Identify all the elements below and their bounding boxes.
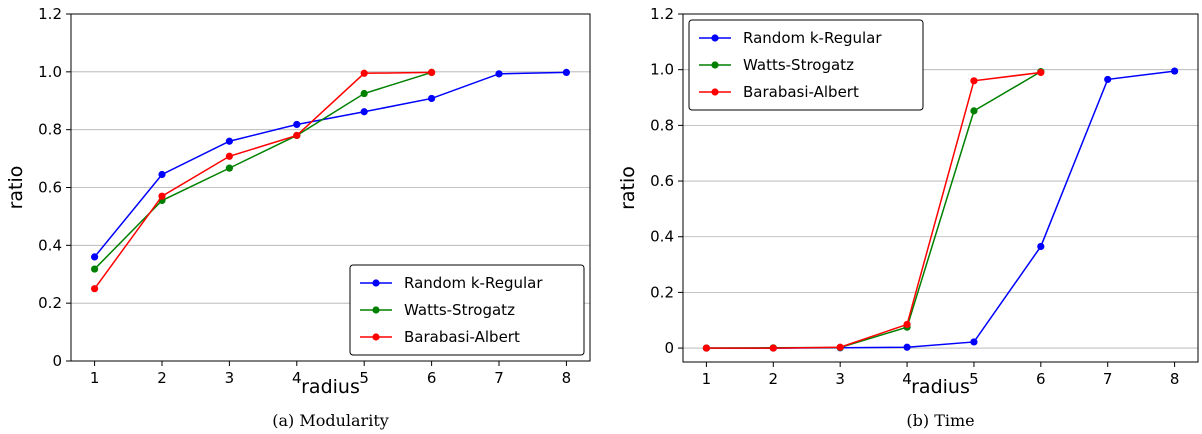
data-point [970,107,978,115]
y-tick-label: 0.2 [650,283,674,301]
data-point [769,344,777,352]
x-tick-label: 4 [292,369,302,387]
data-point [1037,242,1045,251]
legend-label: Watts-Strogatz [404,301,515,319]
panel-caption: (a) Modularity [272,411,389,430]
data-point [293,120,301,129]
plot-frame [682,13,1199,363]
series-line [706,70,1175,349]
data-point [158,192,166,200]
x-tick-label: 7 [494,369,504,387]
data-point [1104,75,1112,84]
data-point [1037,68,1045,77]
data-point [360,108,368,116]
y-tick-label: 1.2 [38,5,62,23]
legend-marker [372,279,380,287]
x-tick-label: 2 [157,369,167,387]
legend-marker [372,333,380,341]
series-line [94,71,567,258]
x-tick-label: 8 [562,369,572,387]
data-point [360,89,368,98]
x-tick-label: 6 [1036,370,1046,388]
data-point [90,285,99,293]
data-point [225,137,233,145]
data-point [970,338,978,346]
legend-marker [711,34,719,42]
data-point [562,68,571,77]
x-tick-label: 5 [359,369,369,387]
series-barabasi-albert [90,68,436,293]
series-watts-strogatz [90,68,436,273]
y-tick-label: 0.4 [38,236,62,254]
data-point [428,94,436,103]
series-barabasi-albert [702,68,1045,352]
series-line [94,71,432,270]
y-axis-label: ratio [617,166,639,210]
legend-label: Random k-Regular [404,274,543,292]
data-point [702,344,711,352]
data-point [90,253,99,261]
data-point [970,77,978,85]
data-point [903,343,911,351]
x-tick-label: 1 [702,370,712,388]
series-line [93,71,432,290]
series-random-k-regular [90,68,571,261]
legend-box [688,19,924,111]
x-tick-label: 7 [1103,370,1113,388]
data-point [360,69,368,77]
x-tick-label: 3 [225,369,235,387]
series-line [706,70,1042,349]
y-tick-label: 0.6 [650,172,674,190]
chart-panel-2: 0 0.2 0.4 0.6 0.8 1.0 1.2 1 2 3 4 5 6 7 8 radius ratio (b… [617,5,1199,430]
y-axis-label: ratio [5,166,27,210]
data-point [428,68,436,77]
y-tick-label: 0.6 [38,179,62,197]
data-point [225,164,233,172]
legend-label: Barabasi-Albert [743,83,859,101]
data-point [836,343,844,351]
x-tick-label: 5 [969,370,979,388]
legend-marker [372,306,380,314]
y-tick-label: 1.2 [650,5,674,23]
y-tick-label: 0.8 [650,116,674,134]
chart-panel-1: 0 0.2 0.4 0.6 0.8 1.0 1.2 1 2 3 4 5 6 7 8 radius ratio (a… [5,5,591,430]
panel-caption: (b) Time [906,411,974,430]
y-tick-label: 0.4 [650,228,674,246]
legend-box [349,264,585,356]
x-axis-label: radius [301,376,360,398]
x-axis-label: radius [911,376,970,398]
x-tick-label: 2 [769,370,779,388]
y-tick-label: 1.0 [38,63,62,81]
x-tick-label: 4 [902,370,912,388]
y-tick-label: 1.0 [650,61,674,79]
x-tick-label: 6 [427,369,437,387]
y-tick-label: 0.2 [38,294,62,312]
legend-marker [711,61,719,69]
x-tick-label: 1 [90,369,100,387]
y-tick-label: 0 [52,352,62,370]
legend-label: Barabasi-Albert [404,328,520,346]
data-point [495,70,503,78]
data-point [90,265,99,273]
legend-label: Watts-Strogatz [743,56,854,74]
legend-label: Random k-Regular [743,29,882,47]
y-tick-label: 0.8 [38,121,62,139]
y-tick-label: 0 [664,339,674,357]
series-line [706,71,1041,349]
data-point [903,320,911,329]
data-point [293,131,301,140]
x-tick-label: 8 [1170,370,1180,388]
legend: Random k-Regular Watts-Strogatz Barabasi-A… [349,264,585,356]
legend-marker [711,88,719,96]
legend: Random k-Regular Watts-Strogatz Barabasi-A… [688,19,924,111]
data-point [1170,67,1179,75]
x-tick-label: 3 [835,370,845,388]
data-point [225,152,233,160]
data-point [158,170,166,179]
series-watts-strogatz [702,68,1045,352]
